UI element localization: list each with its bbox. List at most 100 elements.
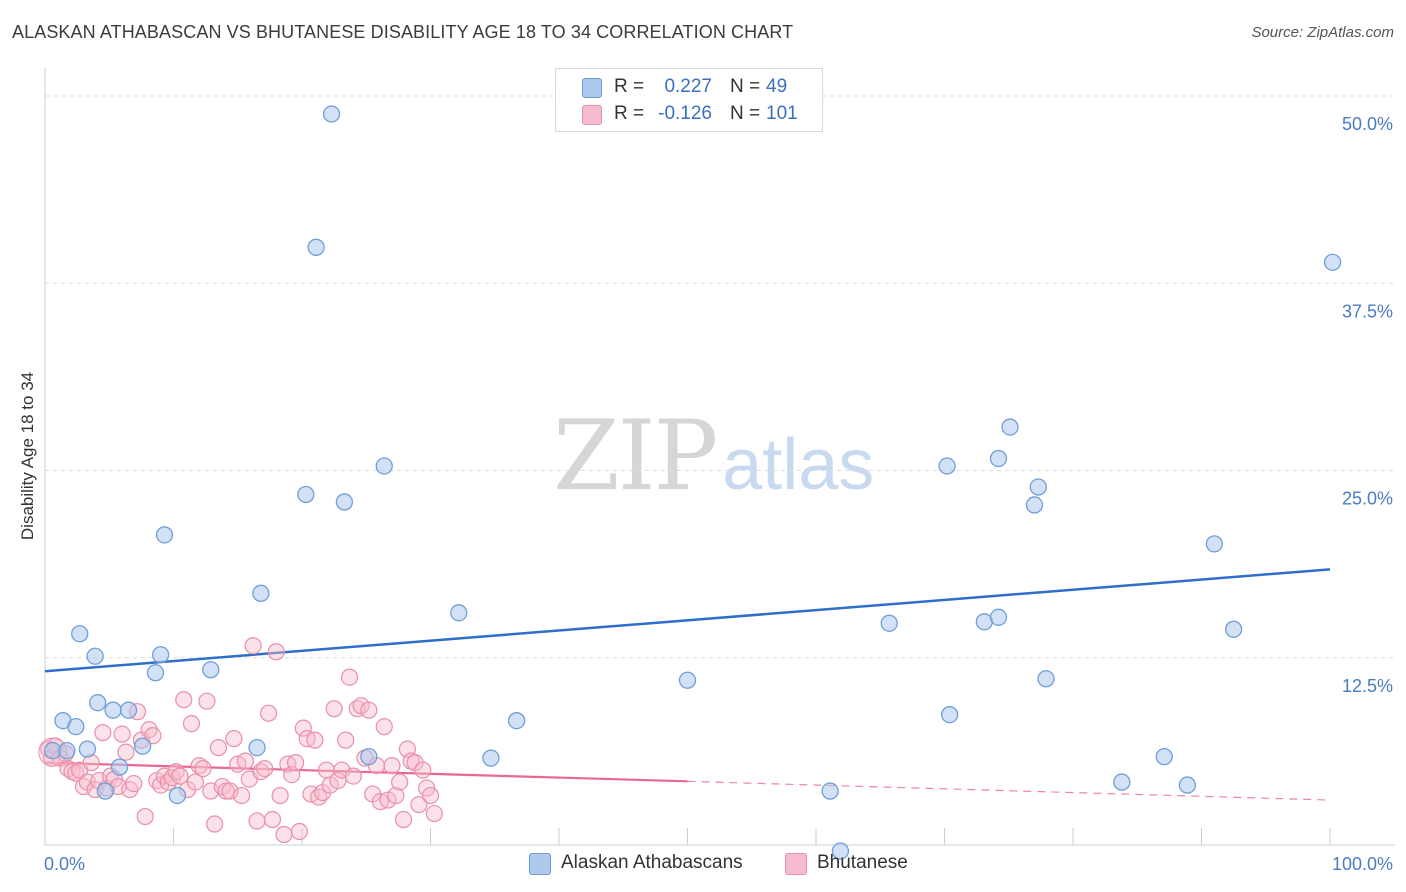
bhutanese-point (391, 773, 409, 791)
alaskan-athabascan-point (989, 608, 1008, 626)
alaskan-athabascan-point (1029, 478, 1047, 496)
chart-title: ALASKAN ATHABASCAN VS BHUTANESE DISABILI… (12, 22, 794, 42)
bottom-legend-swatch-pink (785, 853, 807, 875)
trend-layer (44, 568, 1331, 801)
y-tick-label: 50.0% (1342, 114, 1393, 134)
alaskan-athabascan-point (482, 749, 500, 767)
alaskan-athabascan-point (202, 661, 220, 679)
legend-r-value: -0.126 (658, 103, 712, 124)
bhutanese-point (144, 727, 162, 745)
legend-swatch-blue (582, 78, 602, 98)
alaskan-athabascan-point (1323, 253, 1342, 271)
bhutanese-point (383, 757, 401, 775)
bhutanese-point (248, 812, 266, 830)
alaskan-athabascan-point (89, 694, 107, 712)
alaskan-athabascan-point (58, 741, 76, 760)
bhutanese-point (286, 754, 305, 772)
bhutanese-point (340, 668, 359, 686)
bhutanese-point (259, 704, 278, 722)
bottom-legend-label: Alaskan Athabascans (561, 852, 743, 873)
alaskan-athabascan-point (151, 646, 170, 664)
bhutanese-point (198, 692, 216, 710)
grid-layer (45, 95, 1395, 659)
watermark-atlas: atlas (722, 425, 875, 505)
alaskan-athabascan-point (678, 671, 697, 689)
alaskan-athabascan-point (155, 526, 174, 544)
alaskan-athabascan-point (360, 747, 378, 766)
legend-r-label: R = (614, 76, 645, 97)
alaskan-athabascan-point (507, 712, 526, 730)
legend-n-label: N = (730, 76, 761, 97)
bhutanese-point (244, 637, 262, 655)
bhutanese-point (194, 760, 212, 778)
bhutanese-point (414, 761, 432, 779)
watermark: ZIPatlas (553, 400, 874, 512)
bottom-legend-label: Bhutanese (817, 852, 908, 873)
alaskan-athabascan-point (940, 706, 959, 724)
x-tick-label-min: 0.0% (44, 854, 85, 874)
alaskan-athabascan-point (1025, 496, 1044, 514)
bhutanese-point (344, 767, 362, 785)
alaskan-athabascan-point (146, 664, 165, 682)
alaskan-athabascan-point (989, 449, 1008, 468)
alaskan-athabascan-point (248, 738, 266, 757)
legend-swatch-pink (582, 105, 602, 125)
bhutanese-point (256, 760, 274, 778)
axis-layer (44, 68, 1395, 846)
bhutanese-point (182, 715, 201, 733)
bhutanese-point (290, 822, 309, 841)
bhutanese-point (225, 730, 243, 748)
bhutanese-point (306, 731, 324, 749)
legend-n-value: 101 (766, 103, 798, 124)
bhutanese-point (421, 786, 440, 805)
alaskan-athabascan-point (1113, 773, 1131, 791)
legend-n-value: 49 (766, 76, 788, 97)
alaskan-athabascan-point (322, 105, 341, 123)
legend-n-label: N = (730, 103, 761, 124)
alaskan-athabascan-point (1178, 776, 1197, 794)
bhutanese-point (387, 786, 405, 805)
bhutanese-point (425, 804, 443, 823)
alaskan-athabascan-point (450, 604, 468, 622)
source-credit: Source: ZipAtlas.com (1251, 24, 1394, 41)
alaskan-athabascan-point (1001, 418, 1019, 436)
bhutanese-point (209, 739, 228, 757)
bhutanese-point (125, 774, 143, 793)
y-tick-label: 12.5% (1342, 676, 1393, 696)
alaskan-athabascan-point (168, 786, 187, 805)
alaskan-athabascan-point (297, 485, 315, 504)
y-tick-label: 37.5% (1342, 301, 1393, 321)
bhutanese-point (171, 767, 189, 785)
legend-row-bhutanese: R = -0.126 N = 101 (556, 101, 822, 129)
alaskan-athabascan-point (938, 457, 956, 475)
x-tick-label-max: 100.0% (1332, 854, 1393, 874)
bhutanese-point (325, 700, 343, 718)
watermark-zip: ZIP (553, 400, 718, 512)
tick-label-layer: 12.5% 25.0% 37.5% 50.0% 0.0% 100.0% (44, 114, 1393, 874)
bhutanese-point (337, 731, 355, 749)
legend-r-value: 0.227 (664, 76, 712, 97)
alaskan-athabascan-point (831, 842, 850, 860)
bhutanese-point (271, 786, 289, 805)
bottom-legend-swatch-blue (529, 853, 551, 875)
bhutanese-point (113, 725, 131, 743)
alaskan-athabascan-point (96, 782, 115, 800)
alaskan-athabascan-point (252, 584, 270, 602)
bhutanese-point (233, 786, 251, 805)
bhutanese-point (217, 782, 235, 800)
legend-r-label: R = (614, 103, 645, 124)
bhutanese-point (206, 815, 224, 833)
y-tick-label: 25.0% (1342, 489, 1393, 509)
bhutanese-point (360, 701, 378, 719)
alaskan-athabascan-point (86, 647, 104, 665)
bhutanese-point (267, 643, 285, 661)
alaskan-athabascan-point (307, 238, 325, 256)
bhutanese-point (294, 719, 312, 737)
alaskan-athabascan-point (71, 625, 89, 643)
legend-row-alaskan: R = 0.227 N = 49 (556, 74, 822, 102)
alaskan-athabascan-point (335, 493, 354, 511)
bhutanese-point (136, 807, 154, 826)
alaskan-athabascan-point (1205, 535, 1223, 553)
bhutanese-point (394, 810, 413, 829)
